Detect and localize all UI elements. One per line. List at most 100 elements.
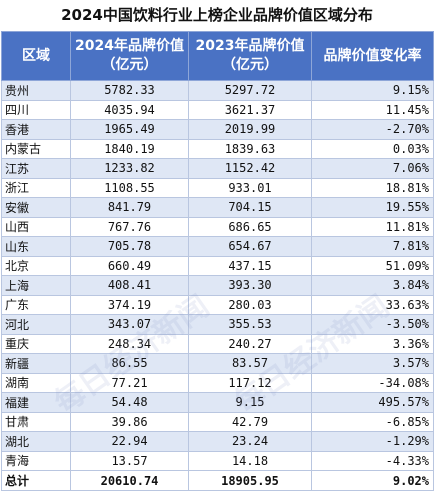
page-title: 2024中国饮料行业上榜企业品牌价值区域分布: [61, 6, 373, 24]
value-2023-cell: 280.03: [188, 294, 312, 315]
value-2023-cell: 2019.99: [188, 119, 312, 140]
region-cell: 浙江: [1, 177, 71, 198]
region-cell: 贵州: [1, 80, 71, 101]
change-rate-cell: 7.81%: [311, 236, 434, 257]
total-2023-value: 18905.95: [188, 470, 312, 491]
value-2024-cell: 841.79: [70, 197, 189, 218]
value-2023-cell: 393.30: [188, 275, 312, 296]
header-2023-label: 2023年品牌价值: [195, 38, 305, 54]
region-cell: 四川: [1, 99, 71, 120]
header-2023-value: 2023年品牌价值 （亿元）: [188, 31, 312, 81]
region-cell: 新疆: [1, 353, 71, 374]
table-row: 湖南 77.21 117.12 -34.08%: [1, 372, 434, 393]
region-cell: 青海: [1, 450, 71, 471]
value-2023-cell: 1152.42: [188, 158, 312, 179]
change-rate-cell: 3.36%: [311, 333, 434, 354]
value-2023-cell: 704.15: [188, 197, 312, 218]
change-rate-cell: 7.06%: [311, 158, 434, 179]
header-2024-value: 2024年品牌价值 （亿元）: [70, 31, 189, 81]
table-row: 江苏 1233.82 1152.42 7.06%: [1, 158, 434, 179]
change-rate-cell: 33.63%: [311, 294, 434, 315]
table-row: 青海 13.57 14.18 -4.33%: [1, 450, 434, 471]
table-row: 山西 767.76 686.65 11.81%: [1, 216, 434, 237]
value-2024-cell: 86.55: [70, 353, 189, 374]
value-2024-cell: 5782.33: [70, 80, 189, 101]
region-cell: 安徽: [1, 197, 71, 218]
value-2023-cell: 437.15: [188, 255, 312, 276]
value-2023-cell: 686.65: [188, 216, 312, 237]
header-2023-unit: （亿元）: [222, 57, 278, 73]
table-row: 安徽 841.79 704.15 19.55%: [1, 197, 434, 218]
change-rate-cell: -6.85%: [311, 411, 434, 432]
table-row: 香港 1965.49 2019.99 -2.70%: [1, 119, 434, 140]
header-change-rate: 品牌价值变化率: [311, 31, 434, 81]
header-region: 区域: [1, 31, 71, 81]
table-row: 内蒙古 1840.19 1839.63 0.03%: [1, 138, 434, 159]
change-rate-cell: 18.81%: [311, 177, 434, 198]
change-rate-cell: -3.50%: [311, 314, 434, 335]
value-2024-cell: 77.21: [70, 372, 189, 393]
value-2023-cell: 42.79: [188, 411, 312, 432]
region-cell: 重庆: [1, 333, 71, 354]
region-cell: 湖北: [1, 431, 71, 452]
change-rate-cell: 11.81%: [311, 216, 434, 237]
table-row: 湖北 22.94 23.24 -1.29%: [1, 431, 434, 452]
value-2024-cell: 705.78: [70, 236, 189, 257]
total-change-rate: 9.02%: [311, 470, 434, 491]
table-header-row: 区域 2024年品牌价值 （亿元） 2023年品牌价值 （亿元） 品牌价值变化率: [1, 31, 434, 81]
change-rate-cell: -4.33%: [311, 450, 434, 471]
change-rate-cell: 11.45%: [311, 99, 434, 120]
table-row: 上海 408.41 393.30 3.84%: [1, 275, 434, 296]
value-2024-cell: 767.76: [70, 216, 189, 237]
table-row: 甘肃 39.86 42.79 -6.85%: [1, 411, 434, 432]
change-rate-cell: 9.15%: [311, 80, 434, 101]
value-2023-cell: 117.12: [188, 372, 312, 393]
region-cell: 河北: [1, 314, 71, 335]
total-label: 总计: [1, 470, 71, 491]
change-rate-cell: -1.29%: [311, 431, 434, 452]
value-2024-cell: 22.94: [70, 431, 189, 452]
value-2024-cell: 1965.49: [70, 119, 189, 140]
page: 2024中国饮料行业上榜企业品牌价值区域分布 区域 2024年品牌价值 （亿元）…: [1, 6, 434, 491]
value-2024-cell: 248.34: [70, 333, 189, 354]
region-cell: 山西: [1, 216, 71, 237]
value-2023-cell: 14.18: [188, 450, 312, 471]
header-2024-unit: （亿元）: [101, 57, 158, 73]
value-2024-cell: 54.48: [70, 392, 189, 413]
region-cell: 上海: [1, 275, 71, 296]
table-row: 福建 54.48 9.15 495.57%: [1, 392, 434, 413]
table-row: 河北 343.07 355.53 -3.50%: [1, 314, 434, 335]
table-row: 北京 660.49 437.15 51.09%: [1, 255, 434, 276]
table-row: 贵州 5782.33 5297.72 9.15%: [1, 80, 434, 101]
value-2024-cell: 13.57: [70, 450, 189, 471]
value-2024-cell: 660.49: [70, 255, 189, 276]
value-2023-cell: 3621.37: [188, 99, 312, 120]
total-2024-value: 20610.74: [70, 470, 189, 491]
region-cell: 内蒙古: [1, 138, 71, 159]
value-2023-cell: 1839.63: [188, 138, 312, 159]
value-2024-cell: 4035.94: [70, 99, 189, 120]
change-rate-cell: 3.57%: [311, 353, 434, 374]
table-row: 广东 374.19 280.03 33.63%: [1, 294, 434, 315]
value-2024-cell: 343.07: [70, 314, 189, 335]
table-row: 浙江 1108.55 933.01 18.81%: [1, 177, 434, 198]
value-2024-cell: 1233.82: [70, 158, 189, 179]
header-2024-label: 2024年品牌价值: [75, 38, 184, 54]
value-2024-cell: 408.41: [70, 275, 189, 296]
table-row: 重庆 248.34 240.27 3.36%: [1, 333, 434, 354]
region-cell: 香港: [1, 119, 71, 140]
region-cell: 湖南: [1, 372, 71, 393]
value-2024-cell: 39.86: [70, 411, 189, 432]
value-2024-cell: 374.19: [70, 294, 189, 315]
value-2023-cell: 23.24: [188, 431, 312, 452]
total-row: 总计 20610.74 18905.95 9.02%: [1, 470, 434, 491]
value-2023-cell: 355.53: [188, 314, 312, 335]
region-cell: 福建: [1, 392, 71, 413]
value-2023-cell: 5297.72: [188, 80, 312, 101]
region-cell: 江苏: [1, 158, 71, 179]
region-cell: 山东: [1, 236, 71, 257]
value-2024-cell: 1840.19: [70, 138, 189, 159]
table-row: 山东 705.78 654.67 7.81%: [1, 236, 434, 257]
change-rate-cell: -34.08%: [311, 372, 434, 393]
change-rate-cell: 51.09%: [311, 255, 434, 276]
